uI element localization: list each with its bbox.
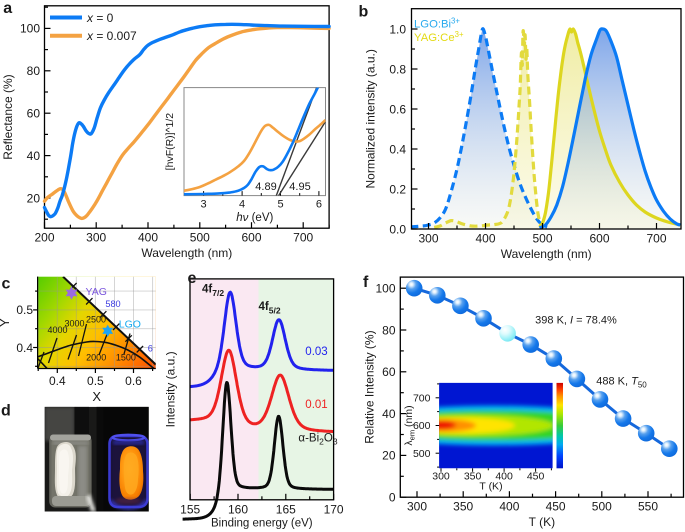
svg-text:3: 3 — [201, 199, 207, 211]
svg-text:Wavelength (nm): Wavelength (nm) — [501, 247, 592, 261]
svg-text:300: 300 — [86, 231, 106, 245]
svg-text:80: 80 — [382, 323, 396, 337]
svg-text:[hvF(R)]^1/2: [hvF(R)]^1/2 — [164, 113, 176, 171]
svg-text:160: 160 — [228, 502, 248, 516]
svg-text:300: 300 — [418, 232, 438, 246]
svg-text:300: 300 — [432, 470, 450, 482]
svg-text:4000: 4000 — [47, 325, 67, 335]
svg-text:4: 4 — [239, 199, 245, 211]
svg-text:4.89: 4.89 — [255, 181, 276, 193]
svg-text:Relative Intensity (%): Relative Intensity (%) — [363, 330, 377, 443]
svg-text:f: f — [363, 274, 369, 291]
svg-text:580: 580 — [105, 299, 120, 309]
svg-text:c: c — [2, 276, 11, 293]
svg-text:400: 400 — [138, 231, 158, 245]
svg-text:0.03: 0.03 — [305, 346, 327, 358]
svg-text:2500: 2500 — [86, 314, 106, 324]
svg-text:500: 500 — [413, 448, 431, 460]
svg-text:400: 400 — [499, 500, 519, 514]
svg-text:0.5: 0.5 — [16, 303, 33, 317]
svg-text:500: 500 — [190, 231, 210, 245]
svg-text:0.6: 0.6 — [125, 374, 142, 388]
svg-text:488 K, T50: 488 K, T50 — [596, 376, 647, 390]
svg-text:λem (nm): λem (nm) — [403, 405, 417, 445]
svg-text:20: 20 — [27, 191, 41, 205]
svg-text:600: 600 — [241, 231, 261, 245]
svg-text:Binding energy (eV): Binding energy (eV) — [211, 517, 313, 529]
svg-text:350: 350 — [464, 470, 482, 482]
svg-text:4f7/2: 4f7/2 — [202, 284, 224, 299]
svg-text:x = 0: x = 0 — [86, 11, 114, 25]
svg-text:YAG:Ce3+: YAG:Ce3+ — [414, 30, 464, 44]
svg-text:T (K): T (K) — [479, 481, 502, 493]
svg-text:0.2: 0.2 — [389, 182, 406, 196]
svg-text:Normalized intensity (a.u.): Normalized intensity (a.u.) — [364, 49, 378, 188]
svg-text:20: 20 — [382, 449, 396, 463]
svg-text:600: 600 — [589, 232, 609, 246]
svg-text:40: 40 — [27, 149, 41, 163]
svg-text:200: 200 — [34, 231, 54, 245]
svg-text:T (K): T (K) — [529, 515, 555, 529]
svg-text:0.8: 0.8 — [389, 62, 406, 76]
svg-text:700: 700 — [293, 231, 313, 245]
svg-text:2000: 2000 — [86, 353, 106, 363]
svg-text:YAG: YAG — [86, 286, 107, 298]
svg-text:600: 600 — [413, 420, 431, 432]
svg-text:Reflectance (%): Reflectance (%) — [1, 74, 15, 159]
svg-text:700: 700 — [413, 393, 431, 405]
svg-text:e: e — [188, 270, 197, 287]
svg-text:0.4: 0.4 — [389, 142, 406, 156]
svg-text:X: X — [92, 389, 101, 404]
svg-text:1.0: 1.0 — [389, 22, 406, 36]
svg-text:398 K, I = 78.4%: 398 K, I = 78.4% — [535, 315, 617, 327]
svg-text:400: 400 — [475, 232, 495, 246]
svg-text:0.0: 0.0 — [389, 222, 406, 236]
svg-text:Y: Y — [0, 318, 12, 327]
svg-text:3000: 3000 — [64, 318, 84, 328]
svg-text:LGO: LGO — [119, 319, 141, 331]
svg-text:0.01: 0.01 — [305, 399, 327, 411]
svg-text:165: 165 — [276, 502, 296, 516]
svg-text:60: 60 — [27, 107, 41, 121]
svg-text:60: 60 — [382, 365, 396, 379]
svg-text:hν (eV): hν (eV) — [236, 212, 273, 224]
svg-text:a: a — [3, 0, 12, 17]
svg-text:α-Bi2O3: α-Bi2O3 — [298, 433, 337, 447]
svg-text:700: 700 — [646, 232, 666, 246]
svg-text:4f5/2: 4f5/2 — [259, 301, 281, 316]
svg-text:450: 450 — [527, 470, 545, 482]
svg-text:0.4: 0.4 — [16, 341, 33, 355]
svg-text:500: 500 — [532, 232, 552, 246]
svg-text:0: 0 — [389, 491, 396, 505]
svg-text:6: 6 — [316, 199, 322, 211]
svg-text:550: 550 — [638, 500, 658, 514]
svg-text:0.6: 0.6 — [389, 102, 406, 116]
svg-text:Wavelength (nm): Wavelength (nm) — [141, 246, 232, 260]
svg-text:x = 0.007: x = 0.007 — [86, 29, 137, 43]
svg-text:100: 100 — [375, 282, 395, 296]
svg-text:170: 170 — [324, 502, 344, 516]
svg-text:b: b — [359, 3, 369, 20]
svg-text:4.95: 4.95 — [289, 181, 310, 193]
svg-text:100: 100 — [20, 22, 40, 36]
svg-text:300: 300 — [407, 500, 427, 514]
svg-text:400: 400 — [495, 470, 513, 482]
svg-text:155: 155 — [180, 502, 200, 516]
svg-text:500: 500 — [592, 500, 612, 514]
svg-text:5: 5 — [277, 199, 283, 211]
svg-text:d: d — [1, 403, 11, 420]
svg-text:1500: 1500 — [116, 353, 136, 363]
svg-text:Intensity (a.u.): Intensity (a.u.) — [164, 351, 178, 427]
svg-text:6: 6 — [148, 343, 153, 353]
svg-text:40: 40 — [382, 407, 396, 421]
svg-text:450: 450 — [546, 500, 566, 514]
svg-text:80: 80 — [27, 64, 41, 78]
svg-text:0.5: 0.5 — [87, 374, 104, 388]
svg-text:LGO:Bi3+: LGO:Bi3+ — [414, 17, 460, 31]
svg-text:350: 350 — [453, 500, 473, 514]
svg-text:0.4: 0.4 — [49, 374, 66, 388]
